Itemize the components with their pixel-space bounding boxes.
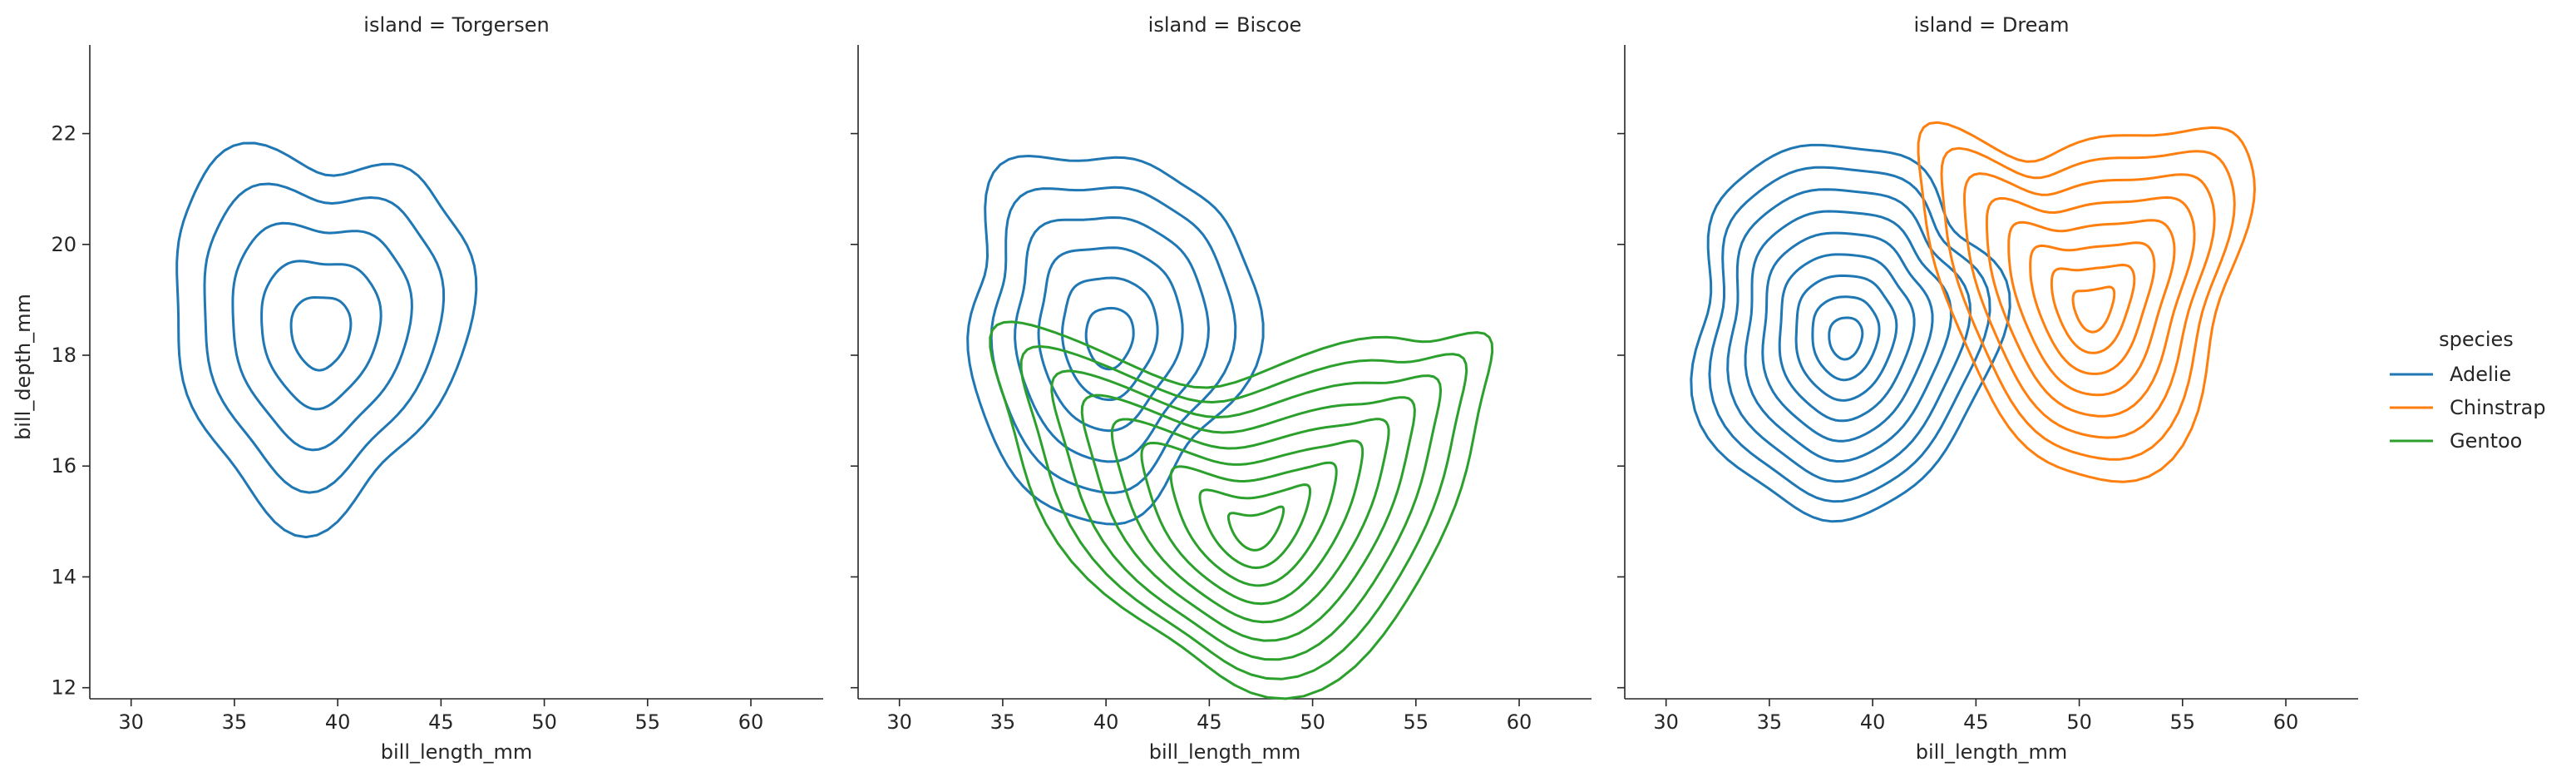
contour-chinstrap-level-8 (2071, 285, 2116, 334)
y-tick-label: 16 (51, 454, 76, 478)
contour-adelie-level-4 (1744, 210, 1952, 463)
contour-adelie-level-3 (1726, 188, 1971, 483)
x-axis-label: bill_length_mm (381, 740, 533, 764)
x-tick-label: 50 (531, 710, 557, 734)
x-tick-label: 55 (2170, 710, 2196, 734)
x-tick-label: 30 (886, 710, 912, 734)
contour-gentoo-level-3 (1050, 369, 1443, 661)
contour-chinstrap-level-1 (1917, 121, 2256, 483)
y-axis-label: bill_depth_mm (12, 294, 35, 440)
contour-chinstrap-level-6 (2029, 241, 2156, 375)
y-tick-label: 22 (51, 122, 76, 146)
contour-adelie-level-1 (1690, 143, 2011, 523)
contour-adelie-level-1 (175, 141, 478, 539)
legend-label: Adelie (2450, 363, 2511, 386)
x-tick-label: 55 (635, 710, 661, 734)
contour-adelie-level-5 (1061, 276, 1159, 402)
contour-set-adelie (1690, 143, 2011, 523)
x-tick-label: 60 (2273, 710, 2299, 734)
contour-adelie-level-6 (1084, 306, 1135, 371)
x-tick-label: 40 (325, 710, 351, 734)
contour-gentoo-level-9 (1226, 505, 1286, 552)
contour-adelie-level-9 (1828, 316, 1864, 361)
contour-adelie-level-5 (1761, 231, 1934, 443)
contour-adelie-level-6 (1778, 253, 1916, 423)
contour-chinstrap-level-3 (1963, 172, 2216, 439)
legend-label: Chinstrap (2450, 396, 2546, 419)
panel-2: island = Biscoe 30 35 40 45 50 55 60 bill_length… (851, 13, 1591, 764)
legend-item-adelie: Adelie (2390, 363, 2511, 386)
y-tick-label: 18 (51, 344, 76, 367)
contour-chinstrap-level-2 (1940, 146, 2236, 461)
x-tick-label: 45 (1197, 710, 1222, 734)
x-tick-label: 60 (738, 710, 764, 734)
panel-title: island = Dream (1913, 13, 2069, 37)
contour-adelie-level-1 (966, 155, 1265, 526)
y-tick-label: 12 (51, 676, 76, 700)
contour-set-adelie (966, 155, 1265, 526)
x-tick-label: 35 (990, 710, 1016, 734)
y-tick-label: 20 (51, 233, 76, 256)
legend-label: Gentoo (2450, 429, 2522, 453)
legend-title: species (2439, 328, 2514, 351)
contour-adelie-level-3 (231, 221, 413, 452)
contour-adelie-level-4 (1037, 246, 1184, 433)
y-tick-label: 14 (51, 565, 76, 588)
legend-item-chinstrap: Chinstrap (2390, 396, 2546, 419)
x-tick-label: 50 (1300, 710, 1325, 734)
contour-set-adelie (175, 141, 478, 539)
contour-adelie-level-2 (1708, 166, 1991, 503)
contour-adelie-level-2 (989, 186, 1237, 494)
x-tick-label: 45 (1963, 710, 1989, 734)
contour-gentoo-level-1 (989, 320, 1494, 700)
contour-gentoo-level-2 (1019, 345, 1468, 680)
contour-adelie-level-4 (260, 260, 382, 411)
contour-adelie-level-2 (203, 182, 446, 494)
panel-title: island = Biscoe (1148, 13, 1302, 37)
contour-chinstrap-level-7 (2050, 264, 2136, 354)
contour-adelie-level-3 (1014, 216, 1210, 463)
panel-title: island = Torgersen (363, 13, 549, 37)
x-tick-label: 45 (428, 710, 454, 734)
x-tick-label: 30 (118, 710, 144, 734)
contour-adelie-level-5 (289, 296, 353, 372)
legend: species Adelie Chinstrap Gentoo (2390, 328, 2546, 453)
contour-set-chinstrap (1917, 121, 2256, 483)
contour-adelie-level-8 (1811, 295, 1881, 382)
x-tick-label: 50 (2066, 710, 2092, 734)
x-tick-label: 35 (222, 710, 248, 734)
x-tick-label: 30 (1653, 710, 1679, 734)
contour-adelie-level-7 (1794, 274, 1898, 402)
contour-chinstrap-level-4 (1985, 195, 2196, 418)
x-tick-label: 40 (1093, 710, 1119, 734)
x-axis-label: bill_length_mm (1149, 740, 1301, 764)
contour-set-gentoo (989, 320, 1494, 700)
legend-item-gentoo: Gentoo (2390, 429, 2522, 453)
x-tick-label: 55 (1404, 710, 1429, 734)
panel-3: island = Dream 30 35 40 45 50 55 60 bill_length_… (1617, 13, 2358, 764)
panel-1: island = Torgersen 30 35 40 45 50 55 60 12 14 16 18… (51, 13, 823, 764)
contour-gentoo-level-5 (1110, 418, 1390, 624)
x-tick-label: 40 (1860, 710, 1886, 734)
contour-chinstrap-level-5 (2007, 219, 2176, 397)
contour-gentoo-level-4 (1080, 393, 1416, 642)
contour-gentoo-level-7 (1169, 461, 1338, 587)
contour-gentoo-level-6 (1140, 439, 1364, 606)
x-axis-label: bill_length_mm (1916, 740, 2068, 764)
contour-gentoo-level-8 (1198, 483, 1311, 569)
x-tick-label: 35 (1757, 710, 1783, 734)
x-tick-label: 60 (1507, 710, 1532, 734)
